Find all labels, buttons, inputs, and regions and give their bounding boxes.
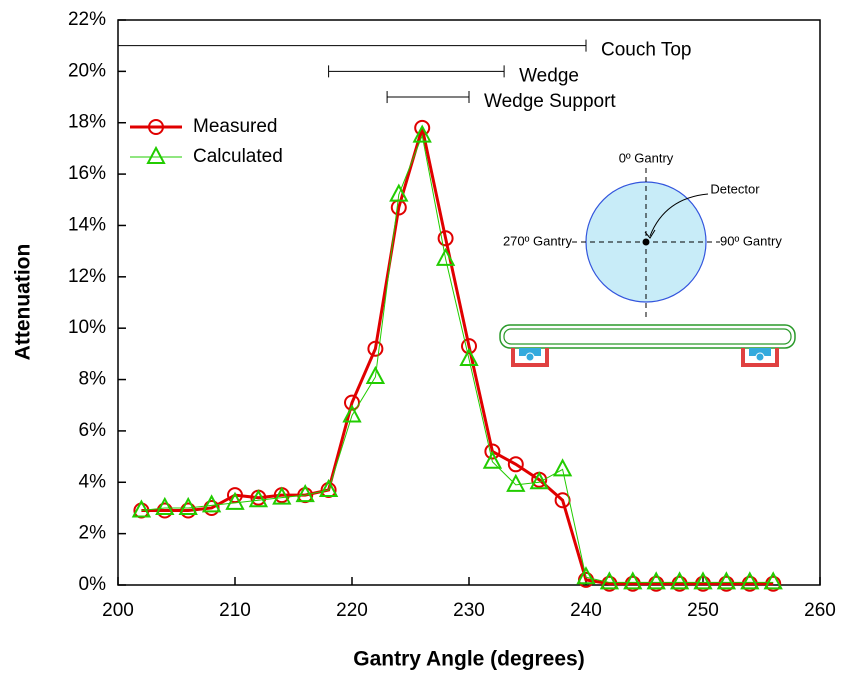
inset-label: 90º Gantry [720, 233, 782, 248]
y-tick-label: 6% [79, 420, 107, 441]
marker [178, 496, 198, 515]
wheel [755, 352, 765, 362]
marker [155, 496, 175, 515]
marker [669, 571, 690, 590]
marker [529, 471, 549, 490]
marker [718, 575, 735, 592]
marker [648, 575, 665, 592]
marker [131, 499, 152, 518]
marker [344, 394, 360, 411]
marker [624, 575, 641, 592]
marker [342, 404, 362, 423]
marker [716, 571, 737, 590]
inset-label: Detector [710, 181, 760, 196]
marker [765, 575, 782, 592]
marker [437, 230, 454, 247]
marker [482, 450, 503, 469]
marker [148, 119, 164, 135]
marker [741, 575, 758, 592]
x-axis-label: Gantry Angle (degrees) [353, 648, 584, 671]
series-line [141, 127, 774, 586]
marker [671, 575, 688, 592]
annotation: Wedge Support [484, 91, 616, 112]
marker [461, 338, 477, 355]
marker [576, 566, 596, 585]
marker [552, 458, 573, 477]
marker [740, 571, 760, 590]
arrow [649, 193, 709, 237]
marker [146, 145, 166, 164]
legend-label: Measured [193, 116, 278, 137]
marker [412, 124, 432, 143]
y-tick-label: 14% [68, 214, 106, 235]
couch-leg [741, 348, 779, 367]
marker [435, 247, 456, 266]
marker [201, 494, 222, 513]
arrow-head [644, 229, 656, 239]
y-tick-label: 12% [68, 266, 106, 287]
marker [272, 486, 292, 505]
wheel [525, 352, 535, 362]
marker [646, 571, 666, 590]
y-axis-label: Attenuation [12, 244, 35, 361]
couch-leg [511, 348, 549, 367]
inset-label: 270º Gantry [503, 233, 573, 248]
marker [367, 340, 384, 357]
y-tick-label: 18% [68, 112, 106, 133]
x-tick-label: 210 [219, 600, 251, 621]
inset-label: 0º Gantry [619, 150, 674, 165]
inset-diagram: 0º Gantry Detector 270º Gantry 90º Gantr… [499, 150, 796, 367]
y-tick-label: 2% [79, 523, 107, 544]
x-tick-label: 200 [102, 600, 134, 621]
annotation: Wedge [519, 65, 579, 86]
marker [601, 575, 618, 592]
marker [623, 571, 643, 590]
wheel [749, 348, 771, 356]
wheel [519, 348, 541, 356]
x-tick-label: 230 [453, 600, 485, 621]
marker [227, 487, 243, 504]
marker [248, 489, 269, 508]
x-tick-label: 240 [570, 600, 602, 621]
y-tick-label: 4% [79, 471, 107, 492]
marker [295, 483, 315, 503]
marker [599, 571, 620, 590]
y-tick-label: 10% [68, 317, 106, 338]
legend-label: Calculated [193, 146, 283, 167]
y-tick-label: 0% [79, 574, 107, 595]
marker [763, 571, 783, 590]
couch [499, 324, 796, 349]
marker [506, 473, 526, 492]
annotation: Couch Top [601, 40, 692, 61]
y-tick-label: 8% [79, 369, 107, 390]
x-tick-label: 250 [687, 600, 719, 621]
marker [693, 571, 713, 590]
series-line [141, 133, 774, 583]
marker [365, 365, 386, 384]
marker [484, 443, 501, 460]
y-tick-label: 22% [68, 9, 106, 30]
x-tick-label: 260 [804, 600, 836, 621]
y-tick-label: 16% [68, 163, 106, 184]
x-tick-label: 220 [336, 600, 368, 621]
marker [225, 491, 245, 510]
marker [459, 347, 479, 366]
marker [389, 183, 409, 202]
detector-dot [642, 238, 650, 246]
y-tick-label: 20% [68, 60, 106, 81]
couch [503, 328, 792, 345]
marker [318, 478, 339, 497]
marker [507, 456, 524, 473]
marker [695, 575, 711, 592]
